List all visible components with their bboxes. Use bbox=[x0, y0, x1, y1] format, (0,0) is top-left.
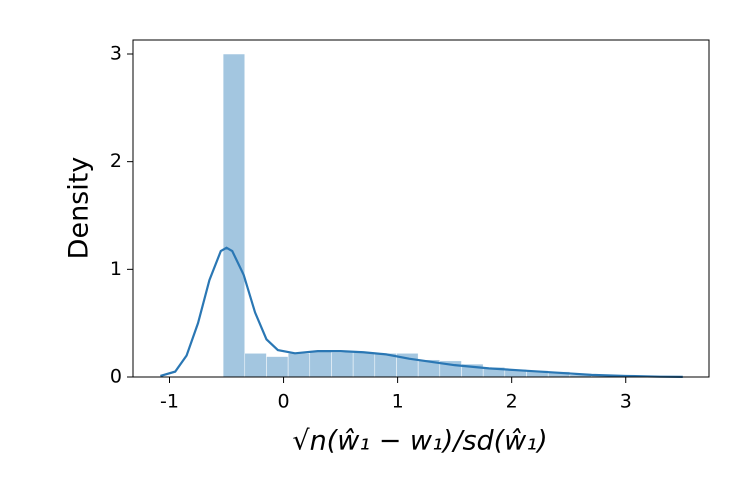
axes-frame bbox=[132, 39, 710, 378]
histogram-bar bbox=[374, 353, 397, 378]
x-tick-label: 3 bbox=[620, 391, 632, 413]
x-tick-label: 1 bbox=[392, 391, 404, 413]
y-tick-label: 3 bbox=[110, 42, 122, 64]
y-axis-label: Density bbox=[64, 157, 95, 260]
x-tick-label: 0 bbox=[278, 391, 290, 413]
histogram-bar bbox=[309, 350, 332, 378]
y-tick-label: 2 bbox=[110, 150, 122, 172]
histogram-bar bbox=[244, 353, 267, 378]
histogram-bar bbox=[266, 356, 289, 378]
y-tick-label: 0 bbox=[110, 366, 122, 388]
x-axis-label: √n(ŵ₁ − w₁)/sd(ŵ₁) bbox=[292, 426, 547, 457]
kde-line bbox=[160, 246, 683, 378]
histogram-bar bbox=[352, 351, 376, 378]
y-tick-label: 1 bbox=[110, 258, 122, 280]
histogram-bar bbox=[287, 353, 311, 378]
x-tick-label: -1 bbox=[160, 391, 179, 413]
x-tick-label: 2 bbox=[506, 391, 518, 413]
histogram-bar bbox=[222, 53, 246, 378]
histogram-bar bbox=[331, 351, 354, 378]
plot-area: -1 0 1 2 3 0 1 2 3 bbox=[110, 39, 710, 413]
